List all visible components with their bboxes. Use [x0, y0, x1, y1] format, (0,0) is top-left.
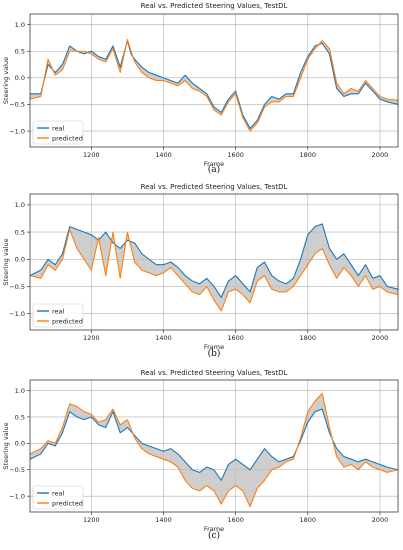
- legend: real predicted: [32, 120, 84, 145]
- x-tick-label: 1600: [227, 516, 244, 524]
- y-tick-label: −1.0: [9, 492, 25, 500]
- x-tick-label: 1600: [227, 151, 244, 159]
- y-tick-label: 0.0: [15, 256, 25, 264]
- legend: real predicted: [32, 303, 84, 328]
- y-axis-label: Steering value: [2, 238, 10, 285]
- x-tick-label: 1200: [83, 516, 100, 524]
- fill-between-area: [30, 393, 398, 507]
- legend-label-predicted: predicted: [52, 134, 83, 142]
- y-tick-label: 0.5: [15, 48, 25, 56]
- y-tick-label: −0.5: [9, 283, 25, 291]
- panel-label: (c): [208, 530, 220, 541]
- legend-label-predicted: predicted: [52, 499, 83, 507]
- y-tick-label: −1.0: [9, 310, 25, 318]
- x-axis-label: Frame: [204, 160, 224, 168]
- legend-label-real: real: [52, 307, 65, 315]
- x-tick-label: 1600: [227, 334, 244, 342]
- legend-label-predicted: predicted: [52, 317, 83, 325]
- x-axis-label: Frame: [204, 525, 224, 533]
- x-tick-label: 1400: [155, 151, 172, 159]
- y-axis-label: Steering value: [2, 422, 10, 469]
- y-tick-label: −0.5: [9, 101, 25, 109]
- legend-label-real: real: [52, 124, 65, 132]
- x-tick-label: 1200: [83, 151, 100, 159]
- y-tick-label: 1.0: [15, 201, 25, 209]
- fill-between-area: [30, 223, 398, 311]
- y-tick-label: 0.0: [15, 74, 25, 82]
- x-tick-label: 1800: [300, 516, 317, 524]
- series-line-predicted: [29, 38, 399, 132]
- chart-panel-1: Real vs. Predicted Steering Values, Test…: [2, 2, 399, 175]
- legend-label-real: real: [52, 489, 65, 497]
- x-tick-label: 1800: [300, 334, 317, 342]
- x-tick-label: 1800: [300, 151, 317, 159]
- x-tick-label: 1200: [83, 334, 100, 342]
- chart-panel-2: Real vs. Predicted Steering Values, Test…: [2, 183, 399, 359]
- plot-area: [30, 380, 398, 512]
- y-tick-label: −0.5: [9, 466, 25, 474]
- series-line-predicted: [29, 228, 399, 312]
- y-axis-label: Steering value: [2, 57, 10, 104]
- x-tick-label: 1400: [155, 516, 172, 524]
- chart-title: Real vs. Predicted Steering Values, Test…: [141, 369, 288, 377]
- x-tick-label: 2000: [372, 516, 389, 524]
- y-tick-label: 0.0: [15, 440, 25, 448]
- legend: real predicted: [32, 485, 84, 510]
- y-tick-label: 0.5: [15, 228, 25, 236]
- y-tick-label: 1.0: [15, 21, 25, 29]
- x-axis-label: Frame: [204, 343, 224, 351]
- y-tick-label: −1.0: [9, 127, 25, 135]
- y-tick-label: 1.0: [15, 387, 25, 395]
- x-tick-label: 1400: [155, 334, 172, 342]
- series-line-predicted: [29, 392, 399, 508]
- chart-panel-3: Real vs. Predicted Steering Values, Test…: [2, 369, 399, 541]
- x-tick-label: 2000: [372, 151, 389, 159]
- x-tick-label: 2000: [372, 334, 389, 342]
- axes-frame: [29, 379, 399, 513]
- series-line-real: [29, 408, 399, 481]
- panel-label: (a): [208, 164, 220, 175]
- series-line-real: [29, 223, 399, 298]
- chart-title: Real vs. Predicted Steering Values, Test…: [141, 183, 288, 191]
- panel-label: (b): [208, 348, 221, 359]
- series-line-real: [30, 40, 399, 129]
- axes-frame: [29, 193, 399, 331]
- chart-title: Real vs. Predicted Steering Values, Test…: [141, 2, 288, 10]
- axes-frame: [29, 13, 399, 148]
- y-tick-label: 0.5: [15, 413, 25, 421]
- plot-area: [30, 14, 398, 147]
